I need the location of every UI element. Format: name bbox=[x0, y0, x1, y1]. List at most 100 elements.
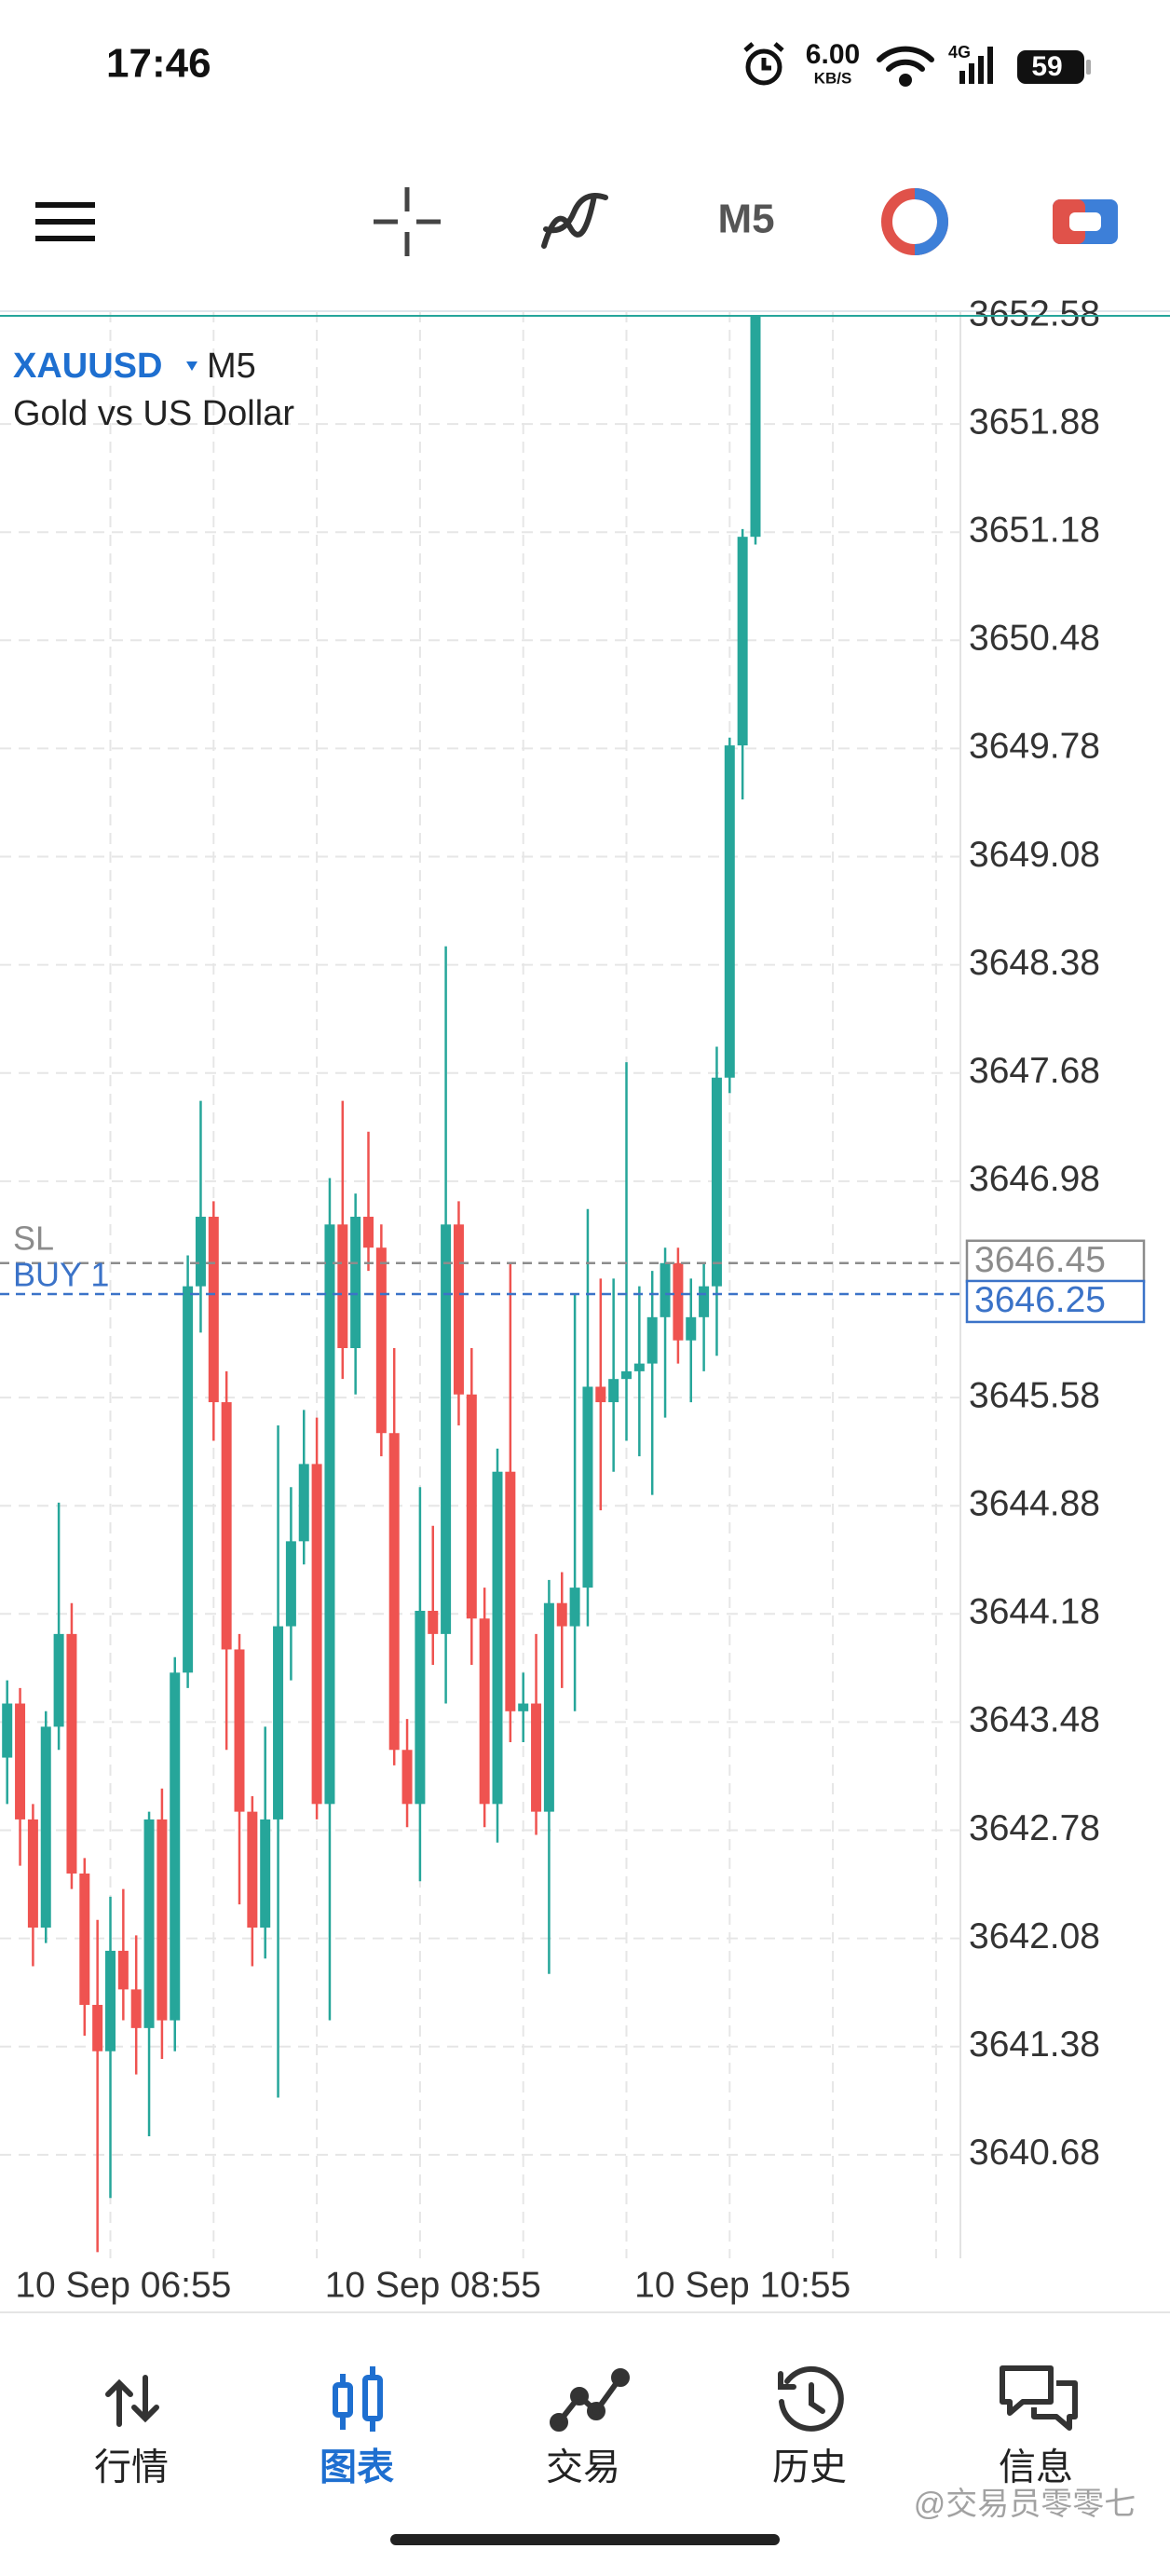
candle-body bbox=[363, 1217, 374, 1248]
y-tick-label: 3645.58 bbox=[969, 1375, 1100, 1415]
candle-body bbox=[415, 1610, 426, 1805]
candle-body bbox=[518, 1703, 529, 1711]
candle-body bbox=[595, 1386, 606, 1403]
y-tick-label: 3652.58 bbox=[969, 293, 1100, 334]
candle-body bbox=[273, 1626, 284, 1820]
nav-label[interactable]: 行情 bbox=[94, 2447, 169, 2488]
candle-body bbox=[53, 1633, 64, 1727]
timeframe-button[interactable]: M5 bbox=[717, 197, 774, 242]
chart-icon bbox=[333, 2366, 383, 2432]
candle-body bbox=[298, 1464, 309, 1542]
level-name: SL bbox=[13, 1219, 54, 1257]
nav-background bbox=[0, 2312, 1170, 2571]
candle-body bbox=[92, 2004, 103, 2051]
candle-body bbox=[285, 1541, 296, 1627]
nav-label[interactable]: 图表 bbox=[320, 2447, 394, 2488]
candle-body bbox=[711, 1077, 722, 1287]
candle-body bbox=[441, 1224, 452, 1634]
candle-body bbox=[492, 1471, 503, 1805]
alarm-icon bbox=[743, 42, 784, 86]
nav-label[interactable]: 信息 bbox=[999, 2447, 1073, 2488]
y-tick-label: 3649.78 bbox=[969, 727, 1100, 767]
candle-body bbox=[170, 1672, 181, 2021]
menu-button[interactable] bbox=[35, 202, 95, 241]
trade-button[interactable] bbox=[1053, 199, 1118, 244]
y-tick-label: 3642.78 bbox=[969, 1808, 1100, 1848]
trade-icon bbox=[550, 2368, 630, 2432]
x-tick-label: 10 Sep 06:55 bbox=[15, 2265, 231, 2305]
candle-body bbox=[27, 1819, 38, 1929]
objects-button[interactable] bbox=[881, 188, 948, 255]
candle-body bbox=[401, 1750, 413, 1805]
candle-body bbox=[388, 1433, 400, 1751]
indicators-button[interactable] bbox=[541, 193, 608, 249]
network-type: 4G bbox=[948, 43, 971, 61]
candle-body bbox=[750, 315, 761, 538]
messages-icon bbox=[1000, 2365, 1078, 2431]
candle-body bbox=[453, 1224, 464, 1395]
candle-body bbox=[646, 1316, 658, 1364]
x-tick-label: 10 Sep 08:55 bbox=[325, 2265, 541, 2305]
candle-body bbox=[337, 1224, 348, 1349]
y-tick-label: 3648.38 bbox=[969, 943, 1100, 983]
net-speed-unit: KB/S bbox=[814, 69, 852, 87]
y-tick-label: 3651.88 bbox=[969, 402, 1100, 442]
quotes-icon bbox=[105, 2375, 159, 2427]
y-tick-label: 3643.48 bbox=[969, 1700, 1100, 1740]
level-label-box bbox=[965, 1239, 1146, 1284]
candle-body bbox=[234, 1649, 245, 1812]
candle-body bbox=[699, 1286, 710, 1317]
level-name: BUY 1 bbox=[13, 1255, 109, 1293]
candle-body bbox=[66, 1633, 77, 1874]
candle-body bbox=[195, 1217, 206, 1287]
nav-label[interactable]: 交易 bbox=[546, 2447, 620, 2488]
candle-body bbox=[686, 1316, 697, 1341]
y-tick-label: 3641.38 bbox=[969, 2024, 1100, 2065]
overlay: 3652.58 3651.88 3651.18 3650.48 3649.78 3649.… bbox=[0, 293, 1170, 2305]
symbol[interactable]: XAUUSD bbox=[13, 347, 162, 386]
candle-body bbox=[479, 1618, 490, 1805]
y-tick-label: 3642.08 bbox=[969, 1916, 1100, 1956]
candle-body bbox=[79, 1873, 90, 2005]
y-tick-label: 3650.48 bbox=[969, 619, 1100, 659]
home-indicator bbox=[390, 2534, 780, 2545]
level-label-box bbox=[965, 1279, 1146, 1324]
candle-body bbox=[15, 1703, 26, 1820]
candle-body bbox=[633, 1363, 645, 1371]
battery-icon: 59 bbox=[1017, 50, 1091, 84]
candle-body bbox=[143, 1819, 155, 2028]
y-tick-label: 3640.68 bbox=[969, 2133, 1100, 2173]
candle-body bbox=[466, 1394, 477, 1619]
candle-body bbox=[737, 537, 748, 746]
candle-body bbox=[543, 1602, 554, 1812]
candle-body bbox=[673, 1262, 684, 1341]
y-tick-label: 3649.08 bbox=[969, 835, 1100, 875]
crosshair-button[interactable] bbox=[374, 187, 441, 256]
y-tick-label: 3651.18 bbox=[969, 510, 1100, 550]
nav-label[interactable]: 历史 bbox=[772, 2447, 847, 2488]
history-icon bbox=[778, 2365, 844, 2432]
candle-body bbox=[556, 1602, 567, 1627]
status-time: 17:46 bbox=[106, 41, 211, 87]
candle-body bbox=[117, 1950, 129, 1990]
candle-body bbox=[105, 1950, 116, 2051]
candle-body bbox=[2, 1703, 13, 1758]
candle-body bbox=[260, 1819, 271, 1929]
y-tick-label: 3646.98 bbox=[969, 1159, 1100, 1199]
candle-body bbox=[311, 1464, 322, 1805]
candle-body bbox=[531, 1703, 542, 1812]
candles bbox=[2, 315, 761, 2253]
symbol-dropdown[interactable] bbox=[186, 361, 197, 371]
candle-body bbox=[350, 1217, 361, 1349]
y-tick-label: 3644.18 bbox=[969, 1592, 1100, 1632]
candle-body bbox=[608, 1379, 619, 1403]
candle-body bbox=[724, 745, 735, 1078]
candle-body bbox=[324, 1224, 335, 1805]
candle-body bbox=[582, 1386, 593, 1588]
level-label: 3646.25 bbox=[974, 1280, 1106, 1320]
candle-body bbox=[156, 1819, 168, 2021]
candle-body bbox=[569, 1588, 580, 1627]
y-tick-label: 3647.68 bbox=[969, 1051, 1100, 1091]
y-tick-label: 3644.88 bbox=[969, 1483, 1100, 1523]
candle-body bbox=[221, 1402, 232, 1650]
